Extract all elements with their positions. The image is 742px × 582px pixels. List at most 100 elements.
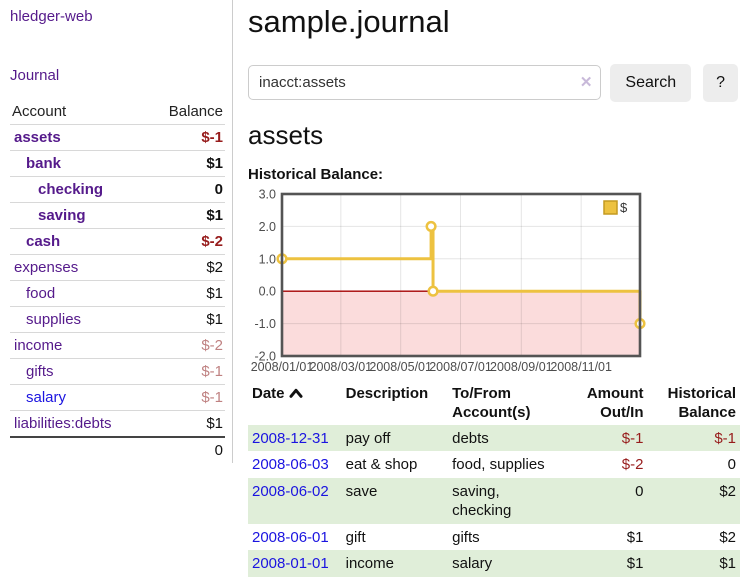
sidebar-account-link[interactable]: supplies [26,311,82,328]
legend-swatch [603,199,618,215]
account-row: supplies $1 [10,306,225,333]
search-button[interactable]: Search [610,63,692,102]
account-balance: $1 [206,207,223,224]
account-row: assets $-1 [10,124,225,151]
register-column-header: Amount Out/In [586,384,644,422]
sidebar-account-link[interactable]: income [14,337,63,354]
legend-label: $ [620,200,628,215]
y-tick-label: 3.0 [259,188,276,202]
sidebar-account-link[interactable]: food [26,285,56,302]
sort-caret-up-icon[interactable] [289,384,303,404]
y-tick-label: 2.0 [259,220,276,234]
transaction-amount: $-2 [621,456,644,474]
transaction-row[interactable]: 2008-12-31 pay off debts $-1 $-1 [248,424,740,452]
transaction-date-link[interactable]: 2008-06-03 [252,456,329,474]
transaction-row[interactable]: 2008-06-02 save saving, checking 0 $2 [248,477,740,524]
account-row: cash $-2 [10,228,225,255]
transaction-description: save [345,482,378,500]
account-heading: assets [248,119,324,150]
register-column-header: Description [345,384,429,402]
transaction-amount: $-1 [621,429,644,447]
accounts-total-row: 0 [10,437,225,463]
transaction-row[interactable]: 2008-06-03 eat & shop food, supplies $-2 0 [248,451,740,478]
x-tick-label: 2008/11/01 [550,360,612,374]
accounts-header-balance: Balance [168,103,223,120]
x-tick-label: 2008/03/01 [310,360,373,374]
transaction-balance: $-1 [714,429,736,447]
sidebar-account-link[interactable]: expenses [14,259,79,276]
search-input-wrap: ✕ [248,65,602,101]
historical-balance-chart[interactable]: $3.0 2.0 1.0 0.0 -1.0 -2.0 2008/01/01 2008/03/0… [248,187,648,376]
transaction-date-link[interactable]: 2008-06-02 [252,482,329,500]
account-balance: $1 [206,311,223,328]
transaction-balance: 0 [727,456,736,474]
accounts-header-account: Account [12,103,67,120]
sidebar-account-link[interactable]: salary [26,389,67,406]
account-balance: $-2 [201,233,223,250]
chart-data-point [425,220,437,232]
register-column-header: To/From Account(s) [452,384,531,422]
account-balance: $1 [206,285,223,302]
account-row: checking 0 [10,176,225,203]
account-row: saving $1 [10,202,225,229]
register-column-header[interactable]: Date [248,382,342,425]
y-tick-label: -1.0 [254,317,276,331]
transaction-amount: 0 [635,482,644,500]
x-tick-label: 2008/07/01 [429,360,492,374]
search-input[interactable] [248,65,602,101]
sidebar-account-link[interactable]: gifts [26,363,54,380]
main-content: sample.journal ✕ Search ? assets Histori… [234,0,742,577]
help-button[interactable]: ? [703,63,738,102]
sidebar-account-link[interactable]: assets [14,129,61,146]
accounts-total-balance: 0 [214,442,223,459]
accounts-table: Account Balance assets $-1 bank $1 checking 0… [10,99,225,463]
sidebar-item-journal[interactable]: Journal [10,67,60,84]
x-tick-label: 2008/09/01 [490,360,553,374]
transaction-date-link[interactable]: 2008-12-31 [252,429,329,447]
sidebar: hledger-web Journal Account Balance asse… [0,0,233,463]
chart-data-point [427,285,439,297]
page-title: sample.journal [248,4,450,39]
y-tick-label: -2.0 [254,349,276,363]
transaction-row[interactable]: 2008-06-01 gift gifts $1 $2 [248,524,740,551]
sidebar-account-link[interactable]: checking [38,181,104,198]
register-column-header: Historical Balance [667,384,736,422]
account-balance: 0 [214,181,223,198]
register-table: Date Description To/From Account(s) Amount Ou… [248,382,740,577]
transaction-date-link[interactable]: 2008-01-01 [252,555,329,573]
account-row: gifts $-1 [10,358,225,385]
transaction-accounts: salary [452,555,493,573]
account-balance: $-1 [201,129,223,146]
sidebar-account-link[interactable]: saving [38,207,86,224]
account-row: expenses $2 [10,254,225,281]
transaction-amount: $1 [626,528,644,546]
account-balance: $1 [206,155,223,172]
chart-negative-region [282,290,640,356]
transaction-balance: $2 [719,482,736,500]
transaction-description: income [345,555,394,573]
sidebar-account-link[interactable]: cash [26,233,61,250]
account-row: income $-2 [10,332,225,359]
account-row: liabilities:debts $1 [10,410,225,438]
app-title-link[interactable]: hledger-web [10,8,93,25]
transaction-accounts: food, supplies [452,456,545,474]
y-tick-label: 0.0 [259,284,276,298]
clear-search-icon[interactable]: ✕ [579,73,593,91]
account-balance: $-1 [201,363,223,380]
transaction-description: gift [345,528,366,546]
chart-svg: $3.0 2.0 1.0 0.0 -1.0 -2.02008/01/012008/03/0… [251,187,646,374]
transaction-balance: $2 [719,528,736,546]
sidebar-account-link[interactable]: bank [26,155,62,172]
account-row: bank $1 [10,150,225,177]
x-tick-label: 2008/01/01 [251,360,314,374]
account-row: food $1 [10,280,225,307]
account-balance: $-1 [201,389,223,406]
x-tick-label: 2008/05/01 [369,360,432,374]
register-header-row: Date Description To/From Account(s) Amount Ou… [248,382,740,425]
sidebar-account-link[interactable]: liabilities:debts [14,415,112,432]
account-balance: $2 [206,259,223,276]
transaction-amount: $1 [626,555,644,573]
transaction-row[interactable]: 2008-01-01 income salary $1 $1 [248,550,740,577]
transaction-date-link[interactable]: 2008-06-01 [252,528,329,546]
accounts-header-row: Account Balance [10,99,225,125]
